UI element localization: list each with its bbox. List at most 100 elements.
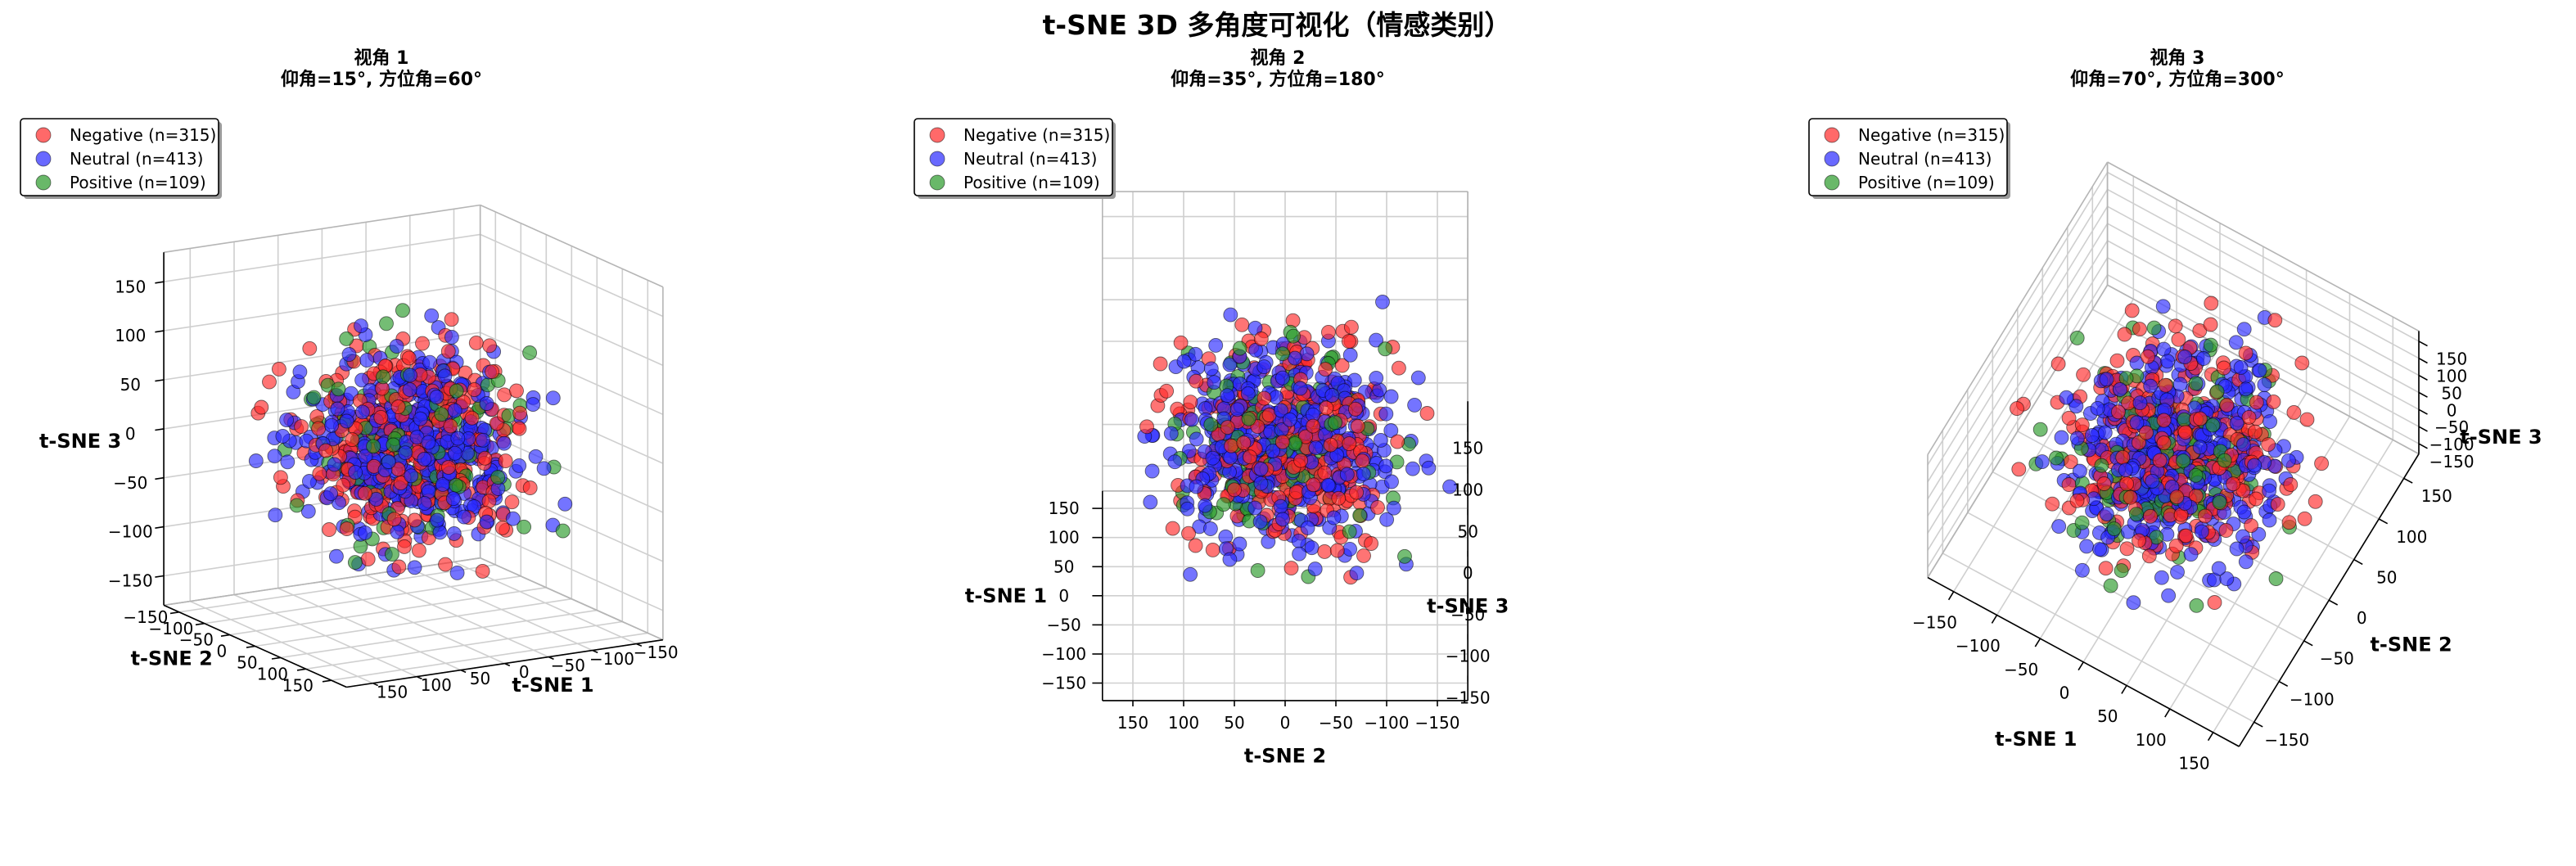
point-negative [467,382,482,398]
point-negative [2110,404,2126,420]
pane-edge [163,204,480,254]
x-tick-label: −50 [2004,660,2038,679]
tick-mark [2328,599,2339,606]
point-positive [2203,337,2218,353]
point-negative [1183,395,1198,410]
point-negative [1181,525,1196,541]
point-negative [2061,477,2077,492]
z-axis-label: t-SNE 3 [2460,426,2542,449]
tick-mark [1947,591,1955,601]
point-negative [1306,418,1321,434]
point-negative [2297,511,2312,526]
point-neutral [2236,322,2252,337]
point-neutral [390,524,405,539]
point-neutral [2097,425,2113,440]
point-negative [1364,536,1379,551]
point-neutral [2084,428,2100,443]
z-tick-label: −50 [1450,605,1485,625]
point-positive [306,390,322,405]
x-tick-label: 50 [470,669,490,688]
point-neutral [1232,536,1247,552]
point-neutral [1442,479,1458,494]
point-neutral [2054,430,2069,445]
point-negative [1390,434,1405,449]
point-positive [395,303,410,318]
gridline [277,587,462,671]
z-tick-label: −50 [113,473,147,493]
point-negative [360,552,376,567]
point-positive [1203,417,1219,432]
point-negative [311,421,327,436]
point-positive [2128,507,2144,522]
point-negative [1343,319,1359,335]
point-neutral [2074,562,2090,578]
point-neutral [1184,412,1199,427]
point-positive [2049,450,2064,466]
point-neutral [2257,377,2272,392]
point-neutral [505,511,521,526]
point-neutral [1273,498,1288,514]
legend: Negative (n=315) Neutral (n=413) Positive … [914,118,1116,199]
point-neutral [1240,386,1256,402]
point-negative [2238,345,2253,361]
point-neutral [417,451,432,467]
point-negative [1139,419,1154,435]
point-negative [1350,418,1365,434]
y-tick-label: −100 [2290,689,2335,709]
point-neutral [300,503,316,519]
scatter-points [2010,295,2330,613]
gridline [233,593,417,678]
point-neutral [2192,440,2208,455]
point-negative [1320,324,1336,340]
point-negative [2124,303,2140,318]
tick-mark [322,679,332,683]
point-negative [1224,438,1239,453]
tick-mark [271,656,281,660]
legend-label: Negative (n=315) [70,125,216,145]
point-neutral [476,432,491,448]
point-neutral [1198,498,1213,513]
x-tick-label: 0 [1058,586,1069,606]
legend-label: Neutral (n=413) [70,149,203,169]
tick-mark [2418,357,2428,364]
gridline [480,282,664,367]
point-negative [482,338,498,354]
point-neutral [1375,294,1390,309]
point-negative [322,522,337,537]
point-neutral [1222,552,1238,567]
point-neutral [2238,381,2253,397]
point-negative [407,512,422,528]
point-neutral [512,458,527,473]
x-tick-label: 0 [519,662,530,682]
y-tick-label: 0 [2357,608,2367,628]
point-neutral [422,354,438,370]
point-neutral [536,461,552,476]
point-negative [2171,332,2186,347]
point-negative [393,476,408,491]
point-negative [1188,538,1203,553]
z-tick-label: 100 [2436,367,2467,386]
point-negative [485,364,500,380]
point-neutral [2195,351,2211,366]
point-neutral [1189,431,1204,447]
point-positive [379,316,394,332]
point-negative [522,480,538,495]
point-negative [1220,420,1235,435]
y-tick-label: −150 [1415,713,1460,733]
point-negative [2140,349,2155,364]
point-negative [2192,411,2208,426]
point-neutral [2229,541,2244,557]
x-tick-label: 100 [1049,528,1080,548]
point-neutral [2092,542,2108,557]
tick-mark [636,643,643,647]
point-negative [357,485,372,501]
point-negative [345,432,360,448]
tick-mark [2077,661,2084,671]
point-negative [2011,462,2027,477]
point-neutral [1378,406,1394,422]
point-negative [318,443,334,458]
point-negative [2281,515,2297,530]
x-axis-label: t-SNE 1 [512,674,593,697]
